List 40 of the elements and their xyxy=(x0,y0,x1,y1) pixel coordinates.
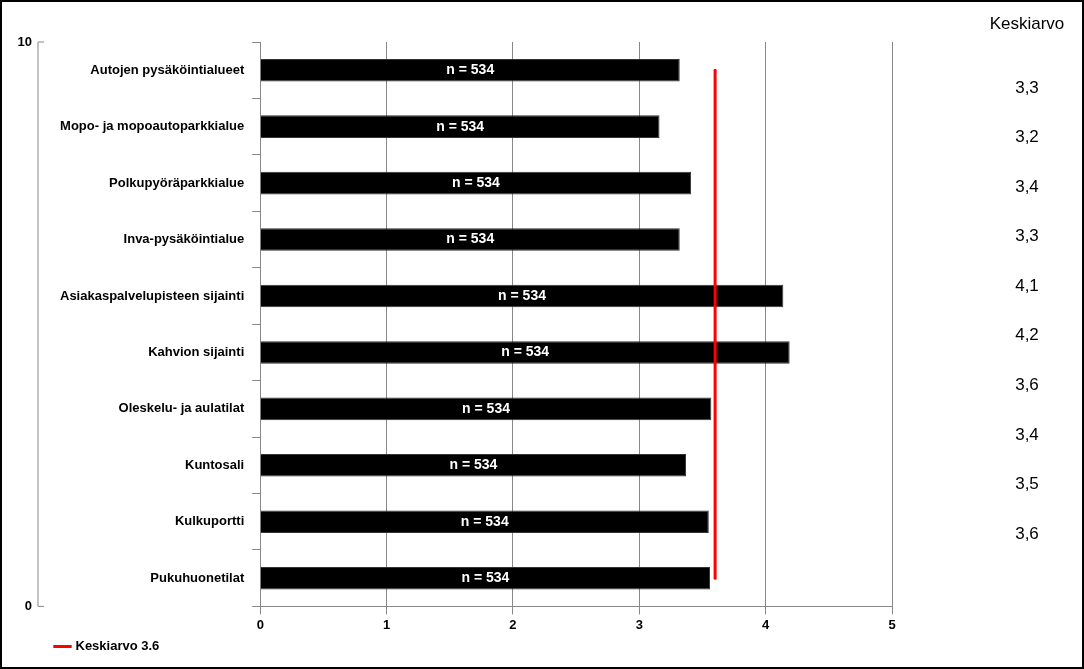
text: 10 xyxy=(17,33,32,49)
x-tick-label: 1 xyxy=(382,616,391,632)
x-tick-label: 4 xyxy=(762,616,771,632)
y-tick-label: Kahvion sijainti xyxy=(148,344,245,359)
y-tick-label: Polkupyöräparkkialue xyxy=(109,174,245,190)
text: 4,2 xyxy=(1015,325,1039,345)
y-tick-label: Kulkuportti xyxy=(174,513,245,529)
annotation: n = 534 xyxy=(449,456,498,473)
text: 3,3 xyxy=(1015,77,1039,97)
y-tick-label: Asiakaspalvelupisteen sijainti xyxy=(60,287,245,303)
y-tick-label: Pukuhuonetilat xyxy=(150,569,245,585)
text: 3,2 xyxy=(1015,127,1039,147)
y-tick-label: Inva-pysäköintialue xyxy=(123,231,245,247)
y-tick-label: Mopo- ja mopoautoparkkialue xyxy=(60,118,245,134)
y-tick-label: Autojen pysäköintialueet xyxy=(90,61,245,77)
text: 3,4 xyxy=(1015,424,1039,444)
annotation: n = 534 xyxy=(461,569,510,586)
text: 3,3 xyxy=(1015,226,1039,246)
y-tick-label: Kuntosali xyxy=(185,456,245,472)
text: 3,6 xyxy=(1015,523,1039,543)
x-tick-label: 0 xyxy=(256,616,264,632)
y-tick-label: Oleskelu- ja aulatilat xyxy=(118,400,245,416)
annotation: n = 534 xyxy=(446,61,495,78)
x-tick-label: 5 xyxy=(888,616,896,632)
annotation: n = 534 xyxy=(498,286,547,303)
text: 4,1 xyxy=(1015,275,1039,295)
legend-label: Keskiarvo 3.6 xyxy=(75,638,160,654)
annotation: n = 534 xyxy=(462,399,511,416)
x-tick-label: 3 xyxy=(635,616,643,632)
text: 3,4 xyxy=(1015,176,1039,196)
annotation: n = 534 xyxy=(446,230,495,247)
text: 0 xyxy=(24,597,32,613)
annotation: n = 534 xyxy=(460,512,509,529)
annotation: n = 534 xyxy=(451,173,501,190)
text: Keskiarvo xyxy=(989,13,1065,33)
x-tick-label: 2 xyxy=(509,616,517,632)
annotation: n = 534 xyxy=(501,343,550,360)
text: 3,6 xyxy=(1015,375,1039,395)
text: 3,5 xyxy=(1015,474,1039,494)
annotation: n = 534 xyxy=(436,117,485,134)
